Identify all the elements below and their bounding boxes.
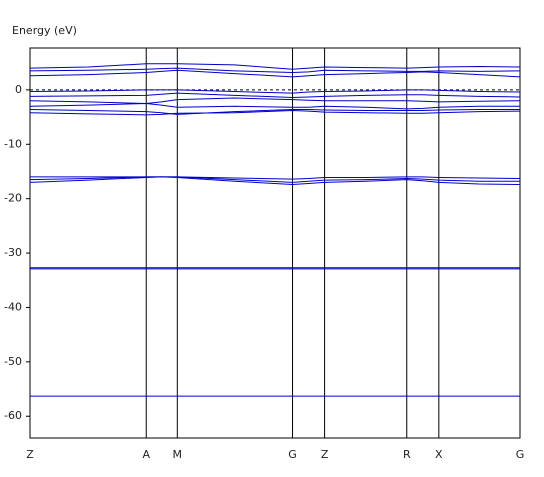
y-tick-label: 0 xyxy=(15,83,22,96)
band-line xyxy=(29,89,521,94)
band-line xyxy=(29,69,521,78)
y-tick-label: -10 xyxy=(4,137,22,150)
x-tick-label: G xyxy=(288,448,297,461)
y-tick-label: -60 xyxy=(4,409,22,422)
y-tick-label: -50 xyxy=(4,355,22,368)
x-tick-label: M xyxy=(173,448,183,461)
x-tick-label: G xyxy=(516,448,525,461)
y-tick-label: -30 xyxy=(4,246,22,259)
x-tick-label: X xyxy=(435,448,443,461)
band-line xyxy=(29,176,521,186)
band-line xyxy=(29,63,521,70)
x-tick-label: Z xyxy=(321,448,329,461)
band-line xyxy=(29,67,521,73)
y-tick-label: -20 xyxy=(4,192,22,205)
band-line xyxy=(29,102,520,110)
x-tick-label: Z xyxy=(26,448,34,461)
y-tick-label: -40 xyxy=(4,300,22,313)
band-line xyxy=(29,110,521,116)
x-tick-label: A xyxy=(142,448,150,461)
x-tick-label: R xyxy=(403,448,411,461)
band-line xyxy=(29,92,521,98)
band-line xyxy=(29,108,520,115)
y-axis-label: Energy (eV) xyxy=(12,24,77,37)
band-line xyxy=(29,97,521,104)
